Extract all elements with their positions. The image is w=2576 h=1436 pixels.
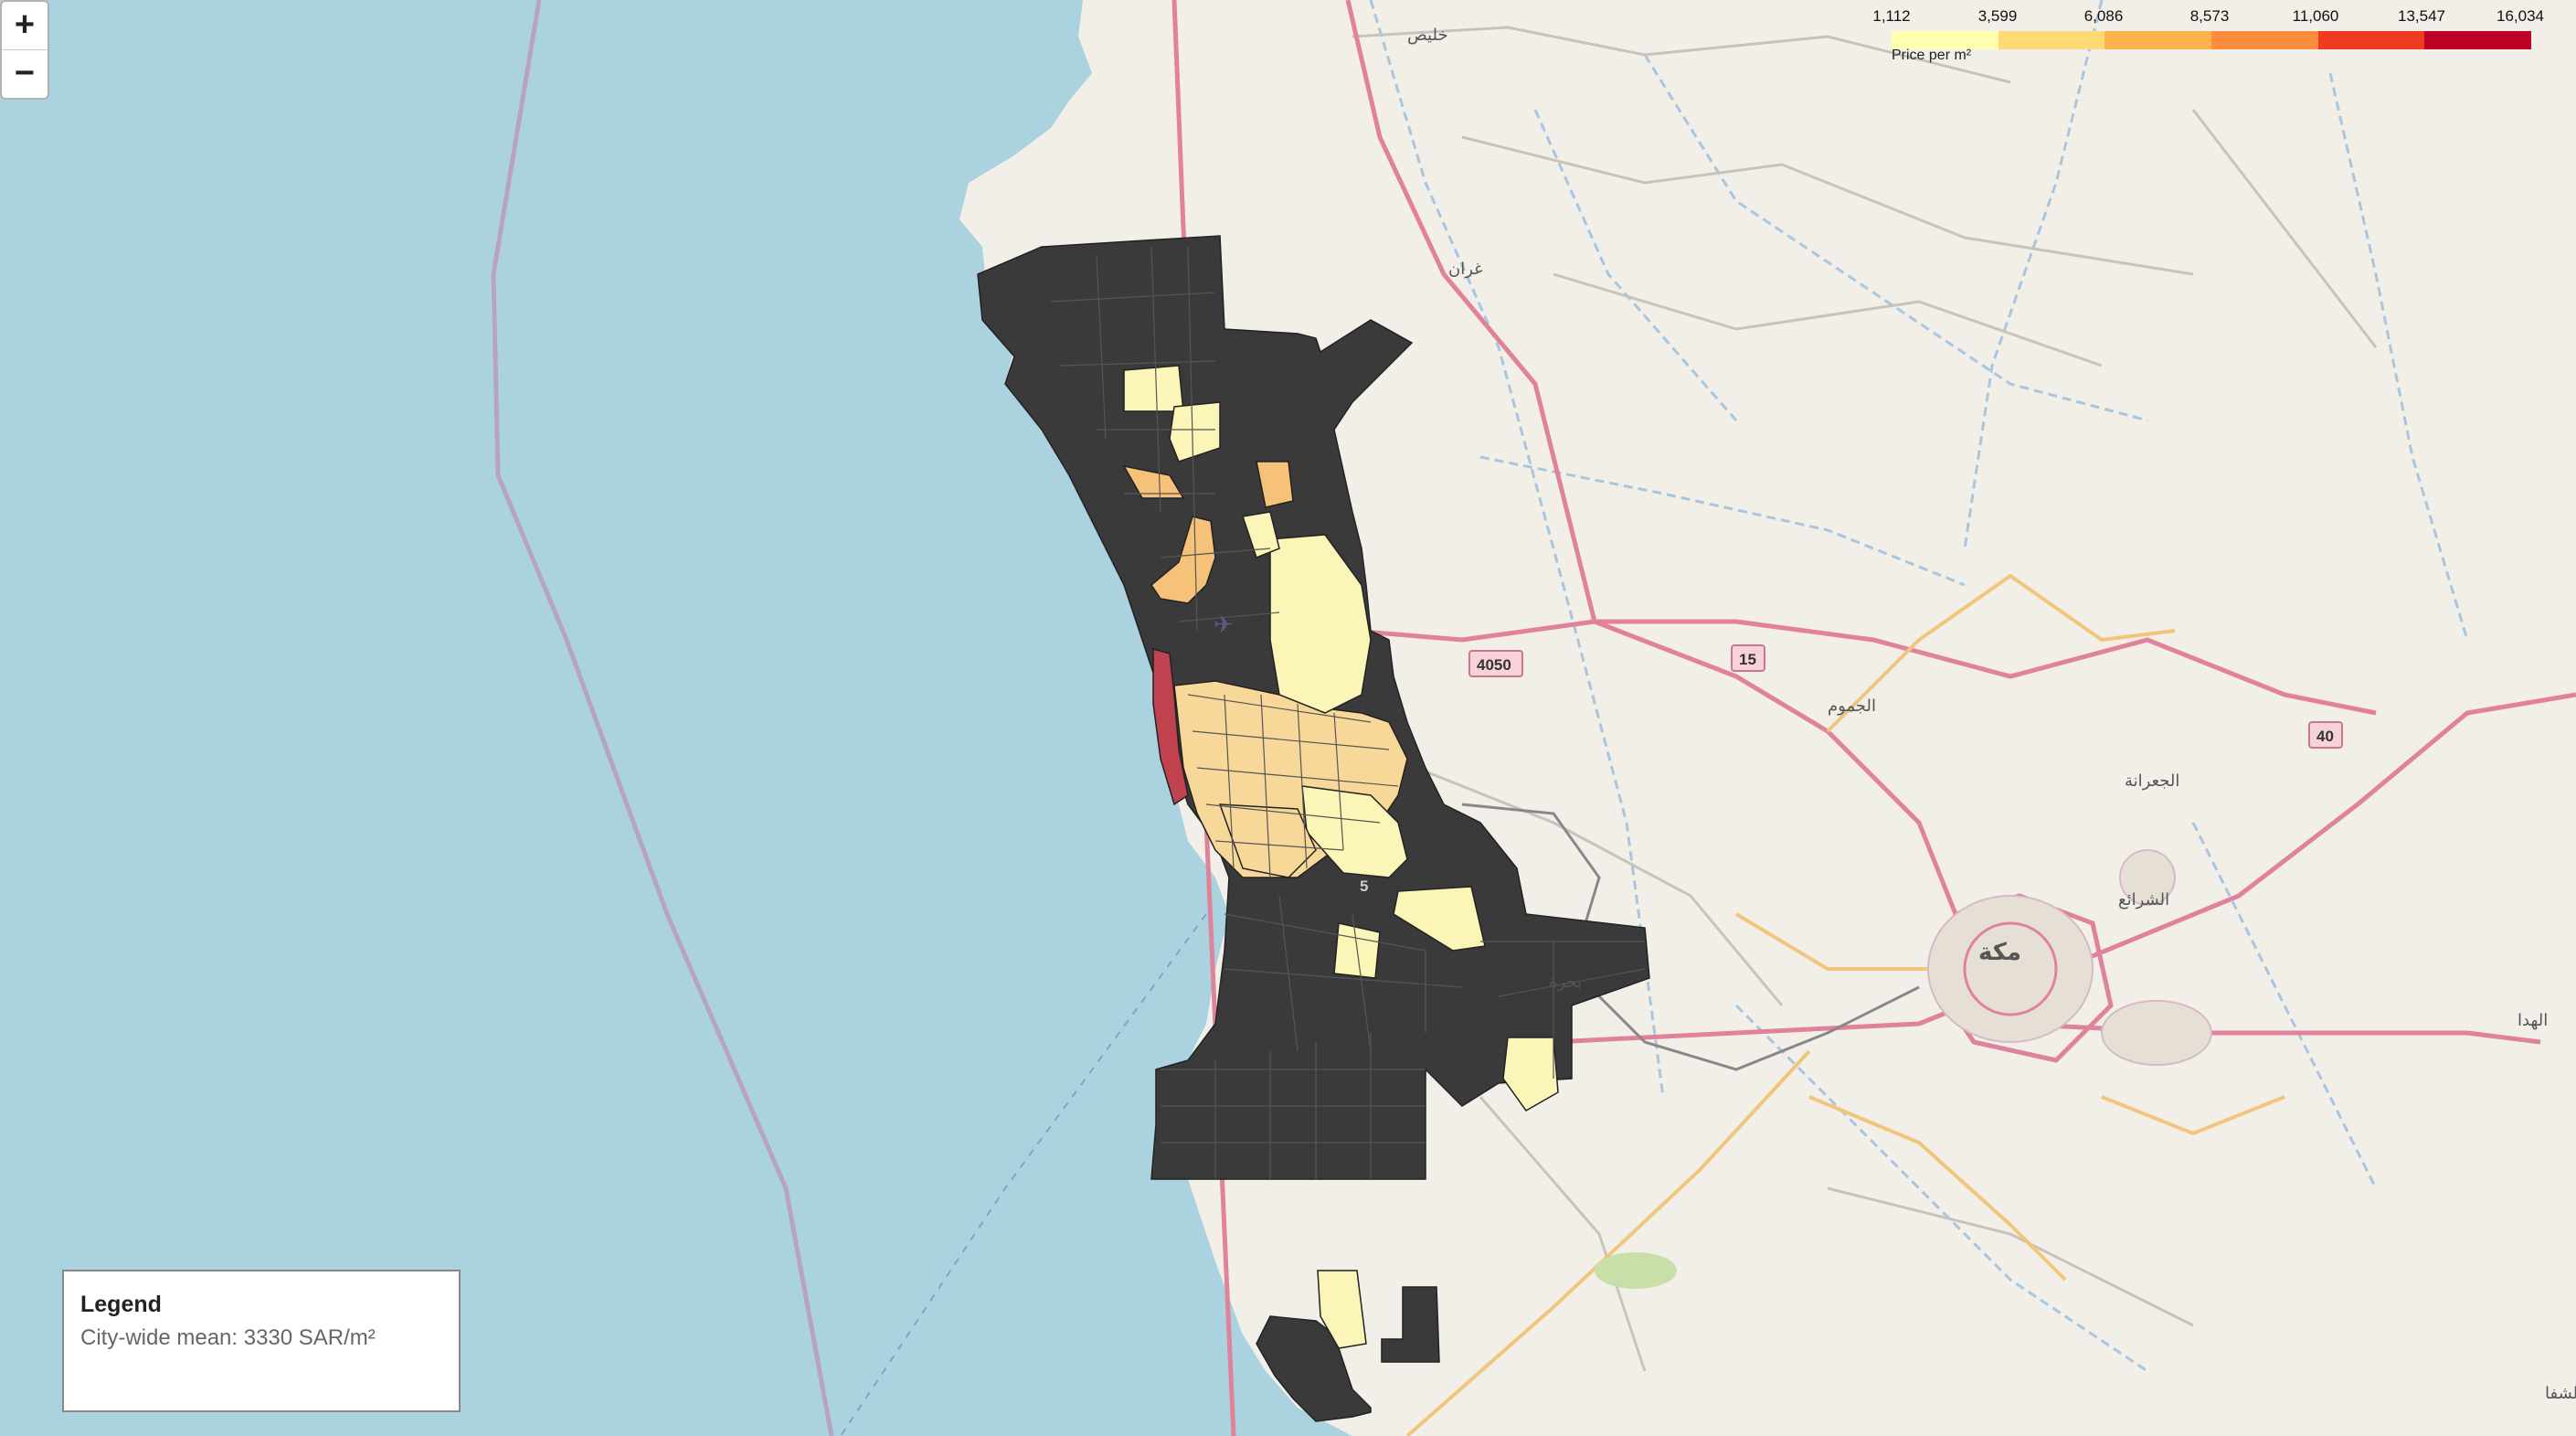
place-khulais: خليص: [1407, 26, 1448, 45]
district-light-yellow-2[interactable]: [1123, 365, 1184, 412]
colorbar-tick: 6,086: [2083, 7, 2124, 25]
shield-40: 40: [2308, 721, 2343, 749]
district-red[interactable]: [1152, 648, 1189, 806]
district-orange-2[interactable]: [1256, 461, 1294, 508]
zoom-control: + −: [0, 0, 49, 100]
place-jumum: الجموم: [1828, 697, 1876, 716]
place-labels: خليص غران مكة الجموم الجعرانة الشرائع بح…: [1407, 26, 2576, 1403]
legend-text: City-wide mean: 3330 SAR/m²: [80, 1325, 376, 1350]
secondary-roads: [1405, 573, 2285, 1436]
district-light-yellow-4[interactable]: [1242, 511, 1280, 558]
place-sharaie: الشرائع: [2118, 890, 2169, 909]
railway: [1461, 803, 1920, 1071]
makkah-ring: [1963, 921, 2058, 1016]
district-light-yellow-9[interactable]: [1317, 1270, 1367, 1349]
colorbar: 1,112 3,599 6,086 8,573 11,060 13,547 16…: [1864, 7, 2544, 80]
svg-text:5: 5: [1360, 878, 1368, 895]
colorbar-caption: Price per m²: [1892, 48, 1972, 63]
zoom-out-button[interactable]: −: [14, 54, 36, 92]
district-light-yellow-8[interactable]: [1502, 1037, 1559, 1112]
shipping-lane: [491, 0, 834, 1436]
place-shafa: الشفا: [2545, 1384, 2576, 1403]
colorbar-swatch: [2317, 31, 2425, 49]
shield-5: 5: [1360, 878, 1368, 895]
road-shields: 4050 15 40 5: [1360, 644, 2343, 895]
svg-text:15: 15: [1739, 651, 1756, 668]
place-hada: الهدا: [2518, 1011, 2548, 1030]
district-light-yellow-3[interactable]: [1169, 401, 1221, 463]
airport-icon: ✈: [1214, 611, 1234, 638]
district-borders: [1050, 246, 1646, 1179]
colorbar-swatch: [2211, 31, 2318, 49]
district-light-yellow-5[interactable]: [1301, 785, 1408, 878]
colorbar-swatch: [2424, 31, 2532, 49]
district-light-yellow-6[interactable]: [1393, 886, 1486, 952]
legend-title: Legend: [80, 1292, 162, 1317]
green-area: [1595, 1252, 1677, 1289]
svg-text:40: 40: [2316, 728, 2334, 745]
district-orange-1[interactable]: [1150, 516, 1216, 604]
shield-15: 15: [1731, 644, 1765, 672]
legend-box: Legend City-wide mean: 3330 SAR/m²: [62, 1270, 461, 1412]
colorbar-tick: 8,573: [2189, 7, 2230, 25]
colorbar-swatch: [2104, 31, 2212, 49]
minor-roads: [1352, 26, 2378, 1372]
colorbar-swatch: [1998, 31, 2105, 49]
district-orange-3[interactable]: [1122, 464, 1185, 499]
makkah-urban: [1927, 849, 2212, 1066]
district-light-yellow-1[interactable]: [1269, 534, 1372, 714]
place-jiranah: الجعرانة: [2125, 771, 2179, 791]
place-ghran: غران: [1448, 260, 1483, 279]
colorbar-tick: 16,034: [2496, 7, 2544, 25]
colorbar-gradient: [1892, 31, 2532, 49]
sea: [0, 0, 1352, 1436]
ferry-route: [840, 913, 1207, 1436]
district-no-data-south-2[interactable]: [1381, 1286, 1440, 1363]
place-bahra: بحرة: [1549, 973, 1582, 992]
shield-4050: 4050: [1468, 650, 1523, 677]
streams: [1369, 0, 2469, 1373]
zoom-in-button[interactable]: +: [2, 2, 48, 50]
colorbar-tick: 13,547: [2398, 7, 2445, 25]
svg-text:4050: 4050: [1477, 656, 1511, 674]
colorbar-tick: 3,599: [1977, 7, 2018, 25]
colorbar-tick: 1,112: [1872, 7, 1911, 25]
colorbar-tick: 11,060: [2292, 7, 2339, 25]
colorbar-swatch: [1892, 31, 1998, 49]
place-makkah: مكة: [1978, 939, 2021, 966]
